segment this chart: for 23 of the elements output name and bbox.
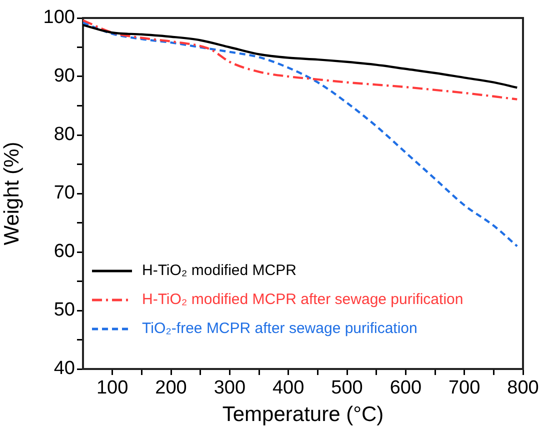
line-series xyxy=(83,24,518,89)
line-series xyxy=(83,19,518,100)
y-tick-label: 70 xyxy=(54,182,75,204)
x-tick-label: 800 xyxy=(507,378,539,399)
x-tick-label: 300 xyxy=(214,378,246,399)
y-tick-label: 60 xyxy=(54,241,75,262)
x-tick-label: 400 xyxy=(272,378,304,399)
legend-label: H-TiO₂ modified MCPR xyxy=(142,261,296,281)
y-tick-label: 50 xyxy=(54,300,75,321)
y-tick-label: 40 xyxy=(54,358,75,380)
x-tick-label: 200 xyxy=(155,378,187,399)
x-axis-title: Temperature (°C) xyxy=(222,403,384,426)
x-tick-label: 100 xyxy=(96,378,128,399)
x-tick-label: 500 xyxy=(331,378,363,399)
legend-label: H-TiO₂ modified MCPR after sewage purification xyxy=(142,290,464,310)
y-tick-label: 90 xyxy=(54,66,75,87)
y-tick-label: 80 xyxy=(54,124,75,146)
y-axis-title: Weight (%) xyxy=(0,142,24,246)
legend-label: TiO₂-free MCPR after sewage purification xyxy=(142,319,418,339)
line-series xyxy=(83,22,518,248)
x-tick-label: 600 xyxy=(390,378,422,399)
x-tick-label: 700 xyxy=(448,378,480,399)
y-tick-label: 100 xyxy=(43,7,75,28)
